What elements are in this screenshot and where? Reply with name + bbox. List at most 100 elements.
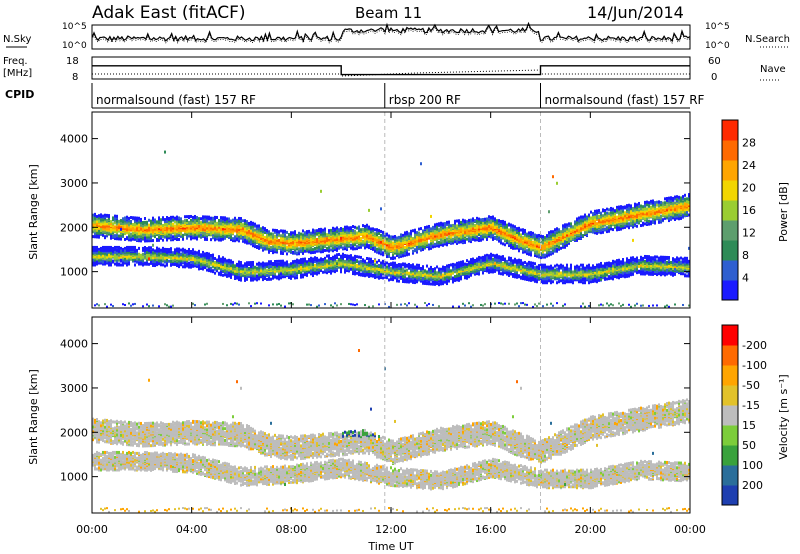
scatter-cell [140, 254, 142, 257]
scatter-cell [100, 218, 102, 221]
scatter-cell [332, 244, 334, 247]
scatter-cell [94, 213, 96, 216]
scatter-cell [310, 269, 312, 272]
scatter-cell [344, 247, 346, 250]
freq-label-line1: Freq. [3, 56, 28, 67]
ground-scatter-cell [194, 304, 196, 306]
scatter-cell [150, 246, 152, 249]
scatter-cell [132, 232, 134, 235]
scatter-cell [212, 269, 214, 272]
scatter-cell [292, 251, 294, 254]
scatter-cell [394, 245, 396, 248]
scatter-cell [182, 254, 184, 257]
ground-scatter-cell [404, 303, 406, 305]
frequency-panel: Freq. [MHz] 18 8 60 0 Nave [3, 56, 786, 83]
scatter-cell [206, 238, 208, 241]
scatter-cell [200, 253, 202, 256]
scatter-cell [292, 234, 294, 237]
scatter-cell [336, 256, 338, 259]
scatter-cell [366, 240, 368, 243]
scatter-cell [426, 233, 428, 236]
ground-scatter-cell [204, 304, 206, 306]
scatter-cell [168, 231, 170, 234]
scatter-cell [108, 222, 110, 225]
scatter-cell [292, 264, 294, 267]
scatter-cell [156, 258, 158, 261]
scatter-cell [332, 256, 334, 259]
scatter-cell [138, 217, 140, 220]
ground-scatter-cell [350, 303, 352, 305]
scatter-cell [258, 262, 260, 265]
scatter-cell [302, 258, 304, 261]
scatter-cell [246, 261, 248, 264]
ground-scatter-cell [230, 303, 232, 305]
ground-scatter-cell [134, 303, 136, 305]
scatter-cell [142, 234, 144, 237]
scatter-cell [320, 250, 322, 253]
scatter-cell [324, 227, 326, 230]
scatter-cell [422, 229, 424, 232]
scatter-cell [334, 228, 336, 231]
scatter-cell [252, 244, 254, 247]
scatter-cell [218, 219, 220, 222]
scatter-cell [164, 223, 166, 226]
scatter-cell [144, 217, 146, 220]
scatter-cell [412, 250, 414, 253]
scatter-cell [308, 250, 310, 253]
scatter-cell [340, 232, 342, 235]
scatter-cell [176, 216, 178, 219]
scatter-cell [172, 235, 174, 238]
scatter-cell [166, 227, 168, 230]
scatter-cell [202, 251, 204, 254]
scatter-cell [432, 226, 434, 229]
scatter-cell [146, 229, 148, 232]
scatter-cell [138, 247, 140, 250]
scatter-cell [120, 247, 122, 250]
ground-scatter-cell [288, 302, 290, 304]
scatter-cell [128, 246, 130, 249]
scatter-cell [370, 258, 372, 261]
scatter-cell [330, 257, 332, 260]
scatter-cell [276, 229, 278, 232]
scatter-cell [290, 238, 292, 241]
scatter-cell [340, 255, 342, 258]
scatter-cell [398, 280, 400, 283]
scatter-cell [348, 226, 350, 229]
scatter-cell [288, 233, 290, 236]
scatter-cell [438, 228, 440, 231]
scatter-cell [274, 235, 276, 238]
scatter-cell [162, 247, 164, 250]
scatter-cell [304, 231, 306, 234]
scatter-cell [148, 254, 150, 257]
scatter-cell [378, 236, 380, 239]
scatter-cell [126, 260, 128, 263]
scatter-cell [382, 240, 384, 243]
scatter-cell [366, 243, 368, 246]
ground-scatter-cell [428, 303, 430, 305]
scatter-cell [142, 247, 144, 250]
ground-scatter-cell [356, 303, 358, 305]
scatter-cell [114, 263, 116, 266]
scatter-cell [324, 249, 326, 252]
scatter-cell [326, 263, 328, 266]
scatter-cell [396, 264, 398, 267]
scatter-cell [182, 234, 184, 237]
scatter-cell [218, 255, 220, 258]
scatter-cell [246, 268, 248, 271]
noise-panel: N.Sky 10^5 10^0 10^5 10^0 N.Search [3, 22, 790, 51]
scatter-cell [354, 226, 356, 229]
scatter-cell [278, 260, 280, 263]
scatter-cell [336, 238, 338, 241]
scatter-cell [158, 216, 160, 219]
scatter-cell [236, 263, 238, 266]
scatter-cell [356, 255, 358, 258]
scatter-cell [186, 215, 188, 218]
scatter-cell [262, 262, 264, 265]
scatter-cell [370, 234, 372, 237]
ground-scatter-cell [330, 304, 332, 306]
scatter-cell [282, 233, 284, 236]
scatter-cell [116, 249, 118, 252]
scatter-cell [260, 263, 262, 266]
scatter-cell [108, 246, 110, 249]
scatter-cell [190, 261, 192, 264]
